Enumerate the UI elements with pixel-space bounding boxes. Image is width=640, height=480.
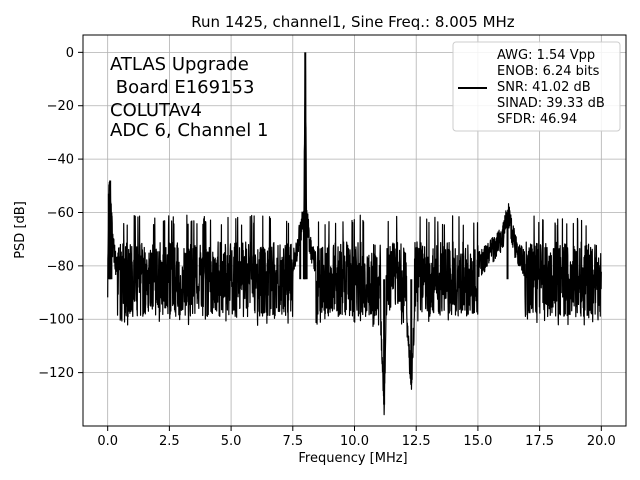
legend-line-3: SNR: 41.02 dB (497, 80, 591, 95)
x-axis: 0.0 2.5 5.0 7.5 10.0 12.5 15.0 17.5 20.0 (97, 426, 616, 449)
x-tick-label: 7.5 (282, 434, 303, 449)
chart-title: Run 1425, channel1, Sine Freq.: 8.005 MH… (191, 13, 515, 31)
y-tick-label: −20 (47, 99, 74, 114)
legend-line-2: ENOB: 6.24 bits (497, 64, 600, 79)
x-tick-label: 5.0 (221, 434, 242, 449)
annotation-box: ATLAS Upgrade Board E169153 COLUTAv4 ADC… (110, 54, 268, 141)
y-tick-label: −100 (38, 313, 74, 328)
psd-trace (107, 54, 602, 416)
x-tick-label: 15.0 (463, 434, 492, 449)
annotation-line-1: ATLAS Upgrade (110, 54, 249, 75)
legend-frame (452, 41, 621, 132)
annotation-line-3: COLUTAv4 (110, 100, 202, 121)
legend: AWG: 1.54 Vpp ENOB: 6.24 bits SNR: 41.02… (452, 41, 621, 132)
x-axis-label: Frequency [MHz] (298, 451, 407, 466)
series-psd (107, 52, 602, 416)
y-axis-label: PSD [dB] (13, 201, 28, 259)
x-tick-label: 17.5 (525, 434, 554, 449)
x-tick-label: 2.5 (159, 434, 180, 449)
y-tick-label: −60 (47, 206, 74, 221)
x-tick-label: 20.0 (587, 434, 616, 449)
y-tick-label: −80 (47, 259, 74, 274)
annotation-line-2: Board E169153 (110, 77, 254, 98)
legend-line-1: AWG: 1.54 Vpp (497, 48, 595, 63)
legend-line-5: SFDR: 46.94 (497, 112, 577, 127)
x-tick-label: 12.5 (402, 434, 431, 449)
annotation-line-4: ADC 6, Channel 1 (110, 120, 268, 141)
y-tick-label: 0 (66, 46, 74, 61)
y-axis: 0 −20 −40 −60 −80 −100 −120 (38, 46, 83, 381)
x-tick-label: 10.0 (340, 434, 369, 449)
y-tick-label: −120 (38, 366, 74, 381)
x-tick-label: 0.0 (97, 434, 118, 449)
legend-line-4: SINAD: 39.33 dB (497, 96, 605, 111)
y-tick-label: −40 (47, 153, 74, 168)
